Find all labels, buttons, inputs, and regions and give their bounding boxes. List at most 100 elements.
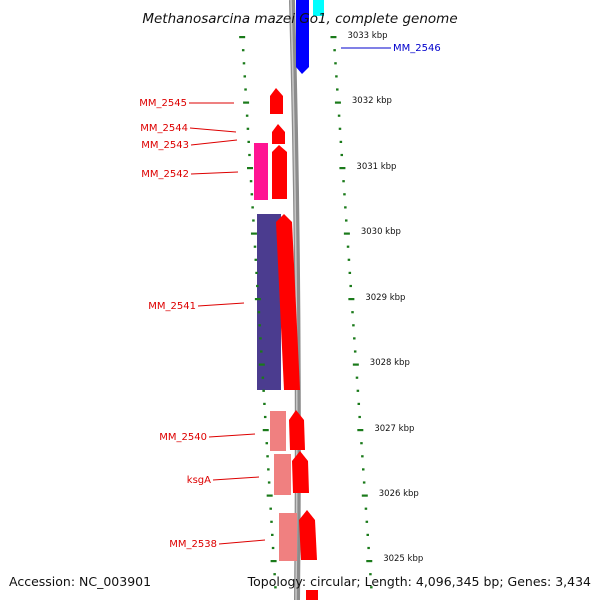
ruler-tick	[357, 402, 361, 405]
ruler-tick	[330, 36, 337, 39]
gene-label-mm2546[interactable]: MM_2546	[393, 43, 441, 54]
ruler-tick	[271, 546, 275, 550]
ruler-tick	[244, 88, 247, 91]
ruler-tick	[263, 402, 266, 405]
ruler-tick	[274, 586, 277, 589]
ruler-tick	[344, 219, 348, 222]
gene-bottom-stub[interactable]	[306, 590, 318, 600]
gene-label-mm2545[interactable]: MM_2545	[139, 98, 187, 109]
gene-ksga-pink-bar[interactable]	[274, 454, 291, 495]
ruler-tick	[342, 180, 345, 183]
gene-mm2543-arrow[interactable]	[272, 145, 287, 199]
ruler-tick	[255, 271, 258, 274]
gene-mm2545-arrow[interactable]	[270, 88, 283, 114]
gene-mm2540-arrow[interactable]	[289, 410, 305, 450]
ruler-tick	[360, 442, 363, 445]
ruler-tick	[265, 442, 269, 445]
ruler-tick	[337, 114, 341, 117]
ruler-tick	[258, 363, 265, 366]
ruler-tick	[339, 140, 343, 143]
ruler-tick	[356, 389, 360, 392]
ruler-tick	[261, 376, 265, 379]
ruler-tick	[250, 232, 257, 235]
ruler-tick	[348, 298, 355, 301]
ruler-tick	[355, 376, 359, 379]
ruler-tick	[247, 140, 250, 143]
scale-label: 3033 kbp	[347, 31, 387, 41]
gene-mm2538-arrow[interactable]	[299, 510, 317, 560]
gene-mm2546-arrow[interactable]	[296, 0, 309, 74]
ruler-tick	[339, 167, 346, 170]
scale-label: 3027 kbp	[374, 424, 414, 434]
gene-mm2540-pink-bar[interactable]	[270, 411, 286, 451]
ruler-tick	[246, 127, 250, 130]
ruler-tick	[262, 389, 265, 392]
ruler-tick	[252, 219, 255, 222]
ruler-tick	[365, 520, 369, 523]
gene-label-mm2544[interactable]: MM_2544	[140, 123, 188, 134]
gene-mm2546-cyan-bar[interactable]	[313, 0, 324, 16]
ruler-tick	[353, 350, 357, 353]
left-ruler	[239, 36, 277, 589]
ruler-tick	[259, 337, 262, 340]
ruler-tick	[267, 468, 270, 471]
gene-mm2541-arrow[interactable]	[276, 214, 300, 390]
gene-mm2538-pink-bar[interactable]	[279, 513, 297, 561]
scale-label: 3025 kbp	[383, 554, 423, 564]
ruler-tick	[338, 127, 342, 130]
ruler-tick	[369, 573, 372, 576]
ruler-tick	[262, 429, 269, 432]
ruler-tick	[270, 520, 273, 523]
gene-label-ksga[interactable]: ksgA	[187, 475, 211, 486]
ruler-tick	[250, 193, 254, 196]
gene-mm2541-purple-bar[interactable]	[257, 214, 281, 390]
gene-label-mm2540[interactable]: MM_2540	[159, 432, 207, 443]
ruler-tick	[335, 75, 338, 78]
ruler-tick	[251, 206, 254, 209]
gene-mm2542-magenta-bar[interactable]	[254, 143, 268, 200]
genome-backbone	[289, 0, 301, 600]
scale-labels: 3033 kbp 3032 kbp 3031 kbp 3030 kbp 3029 kbp…	[347, 31, 423, 564]
ruler-tick	[361, 455, 364, 458]
ruler-tick	[347, 258, 351, 261]
ruler-tick	[270, 560, 277, 563]
gene-leader-lines	[189, 47, 391, 545]
ruler-tick	[254, 298, 261, 301]
ruler-tick	[351, 311, 354, 314]
ruler-tick	[249, 180, 253, 183]
ruler-tick	[267, 481, 271, 484]
ruler-tick	[260, 350, 263, 353]
ruler-tick	[334, 62, 337, 65]
gene-label-mm2538[interactable]: MM_2538	[169, 539, 217, 550]
ruler-tick	[370, 586, 373, 589]
ruler-tick	[357, 429, 364, 432]
ruler-tick	[333, 49, 336, 52]
scale-label: 3026 kbp	[379, 489, 419, 499]
ruler-tick	[271, 533, 274, 536]
scale-label: 3030 kbp	[361, 227, 401, 237]
gene-mm2544-arrow[interactable]	[272, 124, 285, 144]
ruler-tick	[239, 36, 246, 39]
ruler-tick	[273, 573, 276, 576]
ruler-tick	[253, 245, 257, 248]
gene-label-mm2542[interactable]: MM_2542	[141, 169, 189, 180]
ruler-tick	[364, 507, 368, 510]
ruler-tick	[361, 494, 368, 497]
gene-ksga-arrow[interactable]	[292, 451, 309, 493]
ruler-tick	[266, 494, 273, 497]
gene-label-mm2541[interactable]: MM_2541	[148, 301, 196, 312]
ruler-tick	[248, 153, 251, 157]
ruler-tick	[257, 311, 261, 314]
ruler-tick	[358, 415, 361, 419]
ruler-tick	[243, 101, 250, 104]
gene-label-mm2543[interactable]: MM_2543	[141, 140, 189, 151]
genome-stats-text: Topology: circular; Length: 4,096,345 bp…	[247, 574, 591, 589]
ruler-tick	[362, 481, 366, 484]
ruler-tick	[258, 324, 261, 327]
scale-label: 3028 kbp	[370, 358, 410, 368]
ruler-tick	[243, 75, 247, 78]
ruler-tick	[269, 507, 272, 510]
ruler-tick	[352, 324, 355, 327]
